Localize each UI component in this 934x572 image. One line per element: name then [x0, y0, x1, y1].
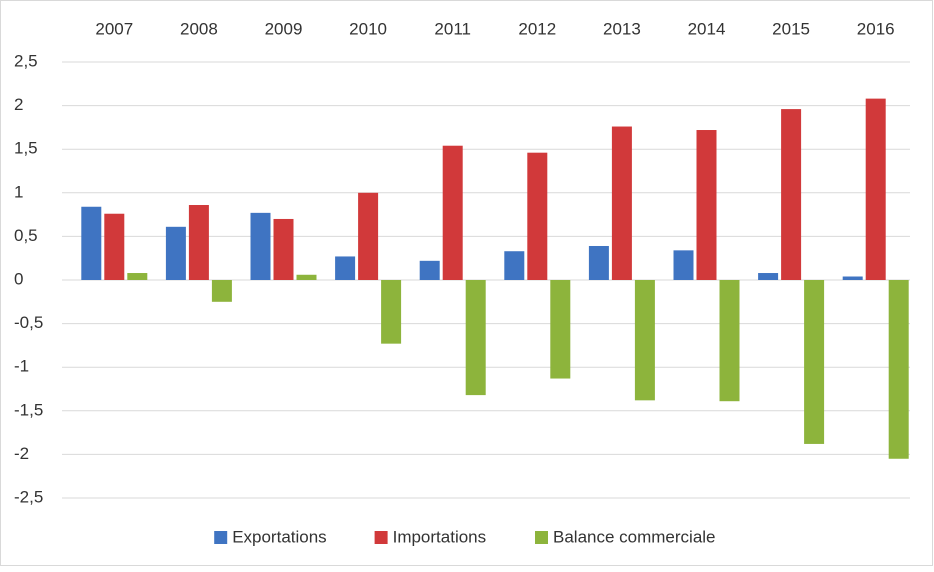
y-tick-label: -1 [14, 357, 29, 376]
bar [419, 260, 440, 280]
y-tick-label: -2,5 [14, 487, 43, 506]
x-tick-label: 2007 [95, 19, 133, 38]
x-tick-label: 2011 [434, 19, 471, 38]
y-tick-label: 0 [14, 269, 23, 288]
x-tick-label: 2012 [518, 19, 556, 38]
bar [504, 251, 525, 280]
legend-swatch [374, 531, 388, 544]
bar [273, 218, 294, 280]
bar [696, 130, 717, 280]
bar [527, 152, 548, 280]
bar [842, 276, 863, 280]
legend-label: Importations [393, 527, 487, 546]
bar [888, 280, 909, 459]
x-tick-label: 2016 [857, 19, 895, 38]
y-tick-label: 1,5 [14, 139, 38, 158]
bar [719, 280, 740, 402]
bar [865, 98, 886, 281]
x-tick-label: 2013 [603, 19, 641, 38]
bar [188, 205, 209, 280]
bar [358, 192, 379, 280]
bar [127, 273, 148, 280]
y-tick-label: 2,5 [14, 51, 38, 70]
y-tick-label: 0,5 [14, 226, 38, 245]
y-tick-label: 1 [14, 182, 23, 201]
bar [611, 126, 632, 280]
x-tick-label: 2008 [180, 19, 218, 38]
bar [442, 145, 463, 280]
legend-label: Balance commerciale [553, 527, 716, 546]
bar [81, 206, 102, 280]
legend-swatch [535, 531, 548, 544]
bar [673, 250, 694, 280]
legend-label: Exportations [232, 527, 327, 546]
bar [104, 213, 125, 280]
bar [335, 256, 356, 280]
bar [588, 245, 609, 280]
bar [804, 280, 825, 444]
x-tick-label: 2009 [265, 19, 303, 38]
bar [211, 280, 232, 302]
y-tick-label: -1,5 [14, 400, 43, 419]
bar [634, 280, 655, 401]
x-tick-label: 2014 [688, 19, 726, 38]
bar [781, 109, 802, 280]
bar [465, 280, 486, 396]
bar [250, 212, 271, 280]
bar [550, 280, 571, 379]
x-tick-label: 2015 [772, 19, 810, 38]
x-tick-label: 2010 [349, 19, 387, 38]
bar [165, 226, 186, 280]
bar [296, 274, 317, 280]
legend-swatch [214, 531, 228, 544]
bar [381, 280, 402, 344]
y-tick-label: 2 [14, 95, 23, 114]
bar [758, 273, 779, 280]
y-tick-label: -2 [14, 444, 29, 463]
y-tick-label: -0,5 [14, 313, 43, 332]
